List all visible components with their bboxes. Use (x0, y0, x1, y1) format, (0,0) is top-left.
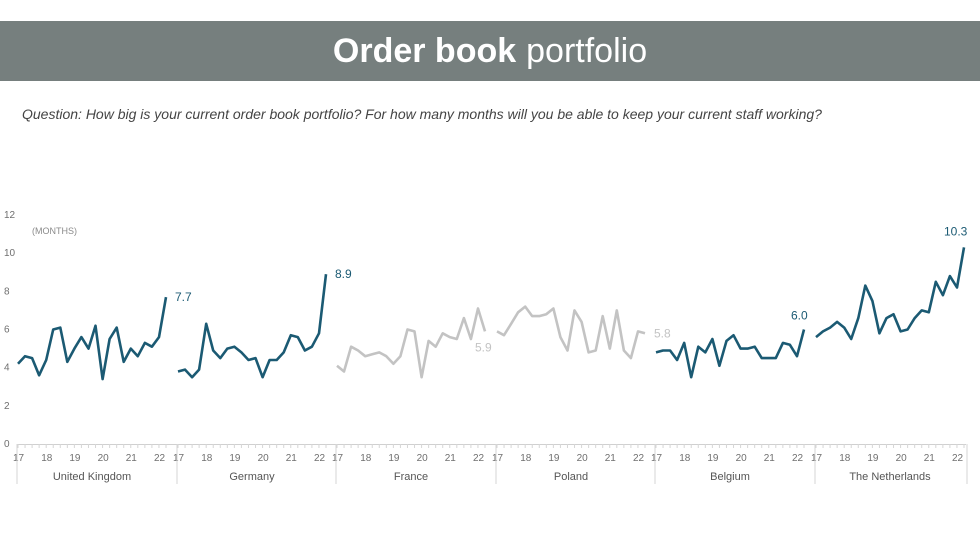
title-bar: Order book portfolio (0, 21, 980, 81)
x-tick-label: 20 (736, 453, 748, 464)
page-title-light: portfolio (526, 31, 648, 70)
y-tick-label: 0 (4, 439, 10, 450)
x-tick-label: 20 (896, 453, 908, 464)
x-tick-label: 22 (792, 453, 804, 464)
x-tick-label: 17 (811, 453, 823, 464)
y-tick-label: 4 (4, 363, 10, 374)
x-tick-label: 19 (388, 453, 400, 464)
y-tick-label: 2 (4, 401, 10, 412)
x-tick-label: 19 (707, 453, 719, 464)
x-tick-label: 22 (633, 453, 645, 464)
category-label: United Kingdom (53, 471, 131, 483)
x-tick-label: 22 (473, 453, 485, 464)
x-tick-label: 20 (98, 453, 110, 464)
x-tick-label: 20 (417, 453, 429, 464)
end-value-label: 7.7 (175, 290, 192, 304)
x-tick-label: 19 (69, 453, 81, 464)
x-tick-label: 22 (154, 453, 166, 464)
x-tick-label: 19 (548, 453, 560, 464)
x-tick-label: 18 (201, 453, 213, 464)
category-label: Belgium (710, 471, 750, 483)
y-tick-label: 8 (4, 286, 10, 297)
x-tick-label: 22 (314, 453, 326, 464)
category-label: The Netherlands (849, 471, 931, 483)
question-text: Question: How big is your current order … (22, 106, 822, 122)
x-tick-label: 17 (173, 453, 185, 464)
x-tick-label: 18 (520, 453, 532, 464)
x-tick-label: 21 (605, 453, 617, 464)
series-line-5 (815, 247, 966, 341)
end-value-label: 5.8 (654, 326, 671, 340)
x-tick-label: 17 (492, 453, 504, 464)
category-label: Poland (554, 471, 588, 483)
x-tick-label: 21 (764, 453, 776, 464)
x-tick-label: 21 (286, 453, 298, 464)
end-value-label: 10.3 (944, 224, 968, 238)
x-tick-label: 21 (126, 453, 138, 464)
end-value-label: 6.0 (791, 309, 808, 323)
x-tick-label: 22 (952, 453, 964, 464)
x-tick-label: 19 (867, 453, 879, 464)
category-label: France (394, 471, 428, 483)
series-line-0 (17, 296, 168, 381)
x-tick-label: 17 (332, 453, 344, 464)
y-tick-label: 10 (4, 248, 16, 259)
x-tick-label: 18 (839, 453, 851, 464)
end-value-label: 8.9 (335, 267, 352, 281)
series-line-3 (496, 305, 646, 360)
x-tick-label: 19 (229, 453, 241, 464)
series-line-4 (655, 329, 806, 379)
order-book-chart: 0 2 4 6 8 10 12 (MONTHS) 17 18 19 20 21 22 7.7 United K… (4, 210, 968, 484)
series-line-2 (336, 307, 487, 379)
end-value-label: 5.9 (475, 340, 492, 354)
x-tick-label: 18 (360, 453, 372, 464)
category-label: Germany (229, 471, 275, 483)
y-axis-label: (MONTHS) (32, 226, 77, 236)
x-tick-label: 21 (924, 453, 936, 464)
y-tick-label: 12 (4, 210, 16, 221)
x-tick-label: 17 (13, 453, 25, 464)
x-tick-label: 17 (651, 453, 663, 464)
y-tick-label: 6 (4, 325, 10, 336)
x-tick-label: 18 (41, 453, 53, 464)
x-tick-label: 20 (577, 453, 589, 464)
x-tick-label: 20 (258, 453, 270, 464)
series-line-1 (177, 274, 328, 379)
x-tick-label: 18 (679, 453, 691, 464)
page-title-bold: Order book (332, 31, 517, 70)
x-tick-label: 21 (445, 453, 457, 464)
